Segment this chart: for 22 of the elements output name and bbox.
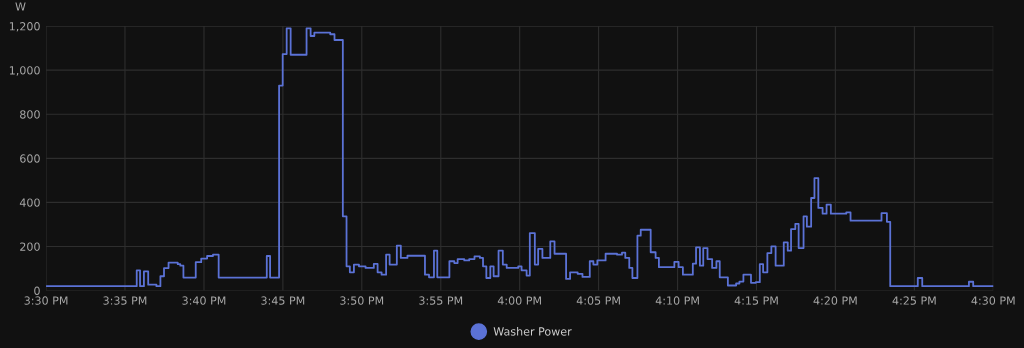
y-tick-label: 1,200	[9, 22, 40, 32]
y-tick-label: 0	[34, 286, 40, 295]
x-tick-label: 4:15 PM	[734, 296, 778, 305]
x-tick-label: 4:10 PM	[655, 296, 699, 305]
x-tick-label: 3:50 PM	[340, 296, 384, 305]
x-tick-label: 4:30 PM	[971, 296, 1015, 305]
x-tick-label: 3:40 PM	[182, 296, 226, 305]
legend-label: Washer Power	[493, 327, 572, 336]
x-tick-label: 4:00 PM	[497, 296, 541, 305]
y-axis-title: W	[15, 2, 26, 11]
x-tick-label: 3:55 PM	[419, 296, 463, 305]
y-tick-label: 800	[20, 110, 40, 119]
y-tick-label: 200	[20, 242, 40, 251]
x-tick-label: 4:25 PM	[892, 296, 936, 305]
x-tick-label: 3:30 PM	[24, 296, 68, 305]
y-tick-label: 400	[19, 198, 40, 207]
y-tick-label: 600	[20, 154, 40, 163]
x-tick-label: 4:20 PM	[813, 296, 857, 305]
y-tick-label: 1,000	[9, 66, 40, 76]
x-tick-label: 3:45 PM	[261, 296, 305, 305]
x-tick-label: 3:35 PM	[103, 296, 147, 305]
x-tick-label: 4:05 PM	[576, 296, 620, 305]
